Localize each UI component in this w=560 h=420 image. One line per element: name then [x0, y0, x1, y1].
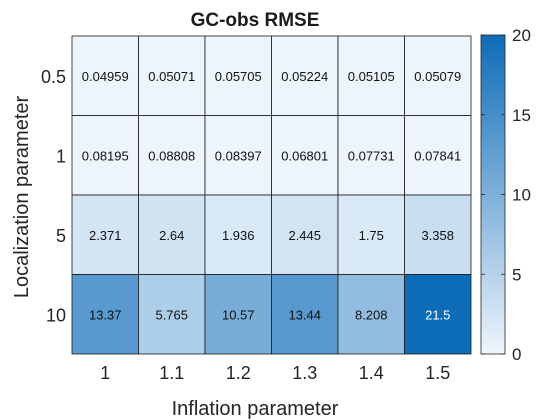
- heatmap-cell: [138, 194, 206, 275]
- cell-value-label: 1.75: [359, 228, 384, 243]
- x-tick-label: 1.5: [425, 363, 450, 383]
- cell-value-label: 0.05705: [215, 69, 262, 84]
- colorbar-ticks: 0 5 10 15 20: [481, 26, 531, 364]
- cell-value-label: 2.445: [288, 228, 321, 243]
- x-tick-label: 1.2: [226, 363, 251, 383]
- cell-value-label: 0.05105: [348, 69, 395, 84]
- colorbar-tick-label: 10: [512, 186, 531, 205]
- heatmap-cells: 0.04959 0.05071 0.05705 0.05224 0.05105 0.050…: [71, 35, 472, 355]
- cell-value-label: 2.64: [159, 228, 184, 243]
- colorbar-tick-label: 0: [512, 345, 521, 364]
- colorbar-tick-label: 15: [512, 106, 531, 125]
- cell-value-label: 8.208: [355, 307, 388, 322]
- chart-title: GC-obs RMSE: [191, 10, 320, 31]
- heatmap-cell: [71, 274, 139, 355]
- y-tick-label: 5: [56, 226, 66, 246]
- cell-value-label: 3.358: [421, 228, 454, 243]
- heatmap-cell: [204, 274, 272, 355]
- heatmap-cell: [138, 35, 206, 116]
- cell-value-label: 13.37: [89, 307, 122, 322]
- heatmap-cell: [337, 35, 405, 116]
- heatmap-cell: [204, 194, 272, 275]
- x-tick-label: 1.3: [292, 363, 317, 383]
- heatmap-cell: [404, 35, 472, 116]
- cell-value-label: 0.07731: [348, 148, 395, 163]
- heatmap-cell: [337, 194, 405, 275]
- x-tick-labels: 1 1.1 1.2 1.3 1.4 1.5: [100, 363, 450, 383]
- heatmap-cell: [404, 274, 472, 355]
- x-axis-label: Inflation parameter: [172, 398, 339, 420]
- colorbar-tick-label: 5: [512, 265, 521, 284]
- cell-value-label: 0.08195: [82, 148, 129, 163]
- y-tick-label: 1: [56, 146, 66, 166]
- cell-value-label: 2.371: [89, 228, 122, 243]
- heatmap-cell: [271, 35, 339, 116]
- x-tick-label: 1: [100, 363, 110, 383]
- y-tick-label: 10: [46, 305, 66, 325]
- cell-value-label: 1.936: [222, 228, 255, 243]
- cell-value-label: 0.08397: [215, 148, 262, 163]
- cell-value-label: 0.07841: [414, 148, 461, 163]
- heatmap-cell: [404, 115, 472, 196]
- x-tick-label: 1.4: [359, 363, 384, 383]
- heatmap-cell: [337, 274, 405, 355]
- cell-value-label: 0.04959: [82, 69, 129, 84]
- cell-value-label: 13.44: [288, 307, 321, 322]
- y-tick-label: 0.5: [41, 67, 66, 87]
- heatmap-cell: [204, 35, 272, 116]
- cell-value-label: 0.08808: [148, 148, 195, 163]
- y-tick-labels: 0.5 1 5 10: [41, 67, 66, 326]
- heatmap-cell: [71, 194, 139, 275]
- heatmap-cell: [271, 274, 339, 355]
- heatmap-cell: [138, 274, 206, 355]
- heatmap-cell: [404, 194, 472, 275]
- cell-value-label: 5.765: [155, 307, 188, 322]
- heatmap-cell: [138, 115, 206, 196]
- cell-value-label: 10.57: [222, 307, 255, 322]
- heatmap-cell: [271, 115, 339, 196]
- cell-value-label: 0.05071: [148, 69, 195, 84]
- heatmap-cell: [271, 194, 339, 275]
- cell-value-label: 0.05079: [414, 69, 461, 84]
- cell-value-label: 0.05224: [281, 69, 328, 84]
- colorbar-tick-label: 20: [512, 26, 531, 45]
- x-tick-label: 1.1: [159, 363, 184, 383]
- cell-value-label: 0.06801: [281, 148, 328, 163]
- heatmap-cell: [71, 35, 139, 116]
- cell-value-label: 21.5: [425, 307, 450, 322]
- y-axis-label: Localization parameter: [11, 95, 33, 298]
